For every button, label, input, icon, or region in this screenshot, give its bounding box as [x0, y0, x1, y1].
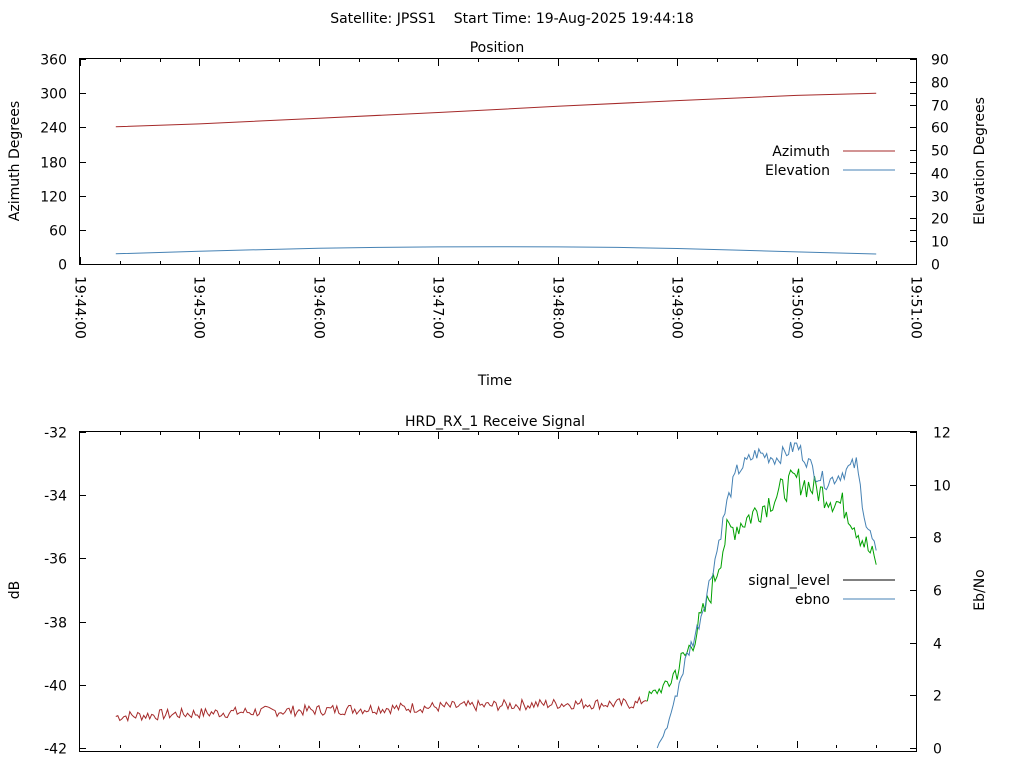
series-line-signal-level — [115, 695, 648, 723]
position-xtick-label-1: 19:45:00 — [191, 276, 207, 339]
position-xtick-label-7: 19:51:00 — [908, 276, 924, 339]
position-y2tick-label-3: 30 — [931, 190, 949, 206]
legend-label-ebno: ebno — [795, 592, 830, 608]
position-y2label: Elevation Degrees — [972, 97, 988, 225]
series-line-signal-level — [646, 468, 877, 702]
signal-ytick-label-3: -36 — [44, 552, 67, 568]
position-y2tick-label-0: 0 — [931, 258, 940, 274]
signal-ytick-label-2: -38 — [44, 616, 67, 632]
signal-ytick-label-0: -42 — [44, 742, 67, 758]
position-ytick-label-5: 300 — [40, 87, 67, 103]
position-ytick-label-0: 0 — [58, 258, 67, 274]
position-ytick-label-4: 240 — [40, 121, 67, 137]
signal-y2tick-label-1: 2 — [933, 689, 942, 705]
position-ytick-label-6: 360 — [40, 53, 67, 69]
position-ytick-label-2: 120 — [40, 190, 67, 206]
signal-chart: HRD_RX_1 Receive Signal -42-40-38-36-34-… — [7, 414, 988, 758]
legend-label-azimuth: Azimuth — [772, 144, 830, 160]
signal-series — [115, 441, 877, 749]
position-y2tick-label-4: 40 — [931, 167, 949, 183]
series-line-azimuth — [115, 92, 877, 128]
legend-label-signal-level: signal_level — [748, 573, 830, 589]
position-xtick-label-5: 19:49:00 — [669, 276, 685, 339]
signal-y2tick-label-0: 0 — [933, 742, 942, 758]
series-line-elevation — [115, 246, 877, 255]
position-y2tick-label-7: 70 — [931, 99, 949, 115]
position-xtick-label-0: 19:44:00 — [72, 276, 88, 339]
position-legend: Azimuth Elevation — [765, 144, 895, 179]
position-y2tick-label-6: 60 — [931, 121, 949, 137]
series-line-ebno — [656, 441, 877, 749]
signal-legend: signal_level ebno — [748, 573, 895, 608]
signal-ytick-label-1: -40 — [44, 679, 67, 695]
position-series — [115, 92, 877, 255]
legend-label-elevation: Elevation — [765, 163, 830, 179]
position-y2tick-label-1: 10 — [931, 235, 949, 251]
position-y-axis: 0 60 120 180 240 300 360 — [40, 53, 916, 274]
position-ylabel: Azimuth Degrees — [7, 101, 23, 221]
signal-y2label: Eb/No — [972, 569, 988, 611]
position-x-axis: 19:44:00 19:45:00 19:46:00 19:47:00 19:48:00… — [72, 59, 924, 339]
signal-y2tick-label-3: 6 — [933, 584, 942, 600]
signal-ytick-label-5: -32 — [44, 426, 67, 442]
position-ytick-label-3: 180 — [40, 156, 67, 172]
position-y2tick-label-2: 20 — [931, 212, 949, 228]
signal-y2tick-label-6: 12 — [933, 426, 951, 442]
signal-y2tick-label-4: 8 — [933, 531, 942, 547]
signal-plot-frame — [79, 431, 917, 752]
position-y2tick-label-5: 50 — [931, 144, 949, 160]
position-xtick-label-4: 19:48:00 — [550, 276, 566, 339]
position-y2tick-label-9: 90 — [931, 53, 949, 69]
signal-x-axis — [120, 432, 877, 748]
signal-y2tick-label-5: 10 — [933, 479, 951, 495]
signal-ylabel: dB — [7, 581, 23, 600]
position-xtick-label-3: 19:47:00 — [430, 276, 446, 339]
position-chart: Position 0 60 120 180 240 300 360 0 10 20 30 40 50 6… — [7, 40, 988, 389]
position-ytick-label-1: 60 — [49, 224, 67, 240]
signal-ytick-label-4: -34 — [44, 489, 67, 505]
signal-y2tick-label-2: 4 — [933, 637, 942, 653]
signal-y2-axis: 0 2 4 6 8 10 12 — [910, 426, 951, 758]
position-y2tick-label-8: 80 — [931, 76, 949, 92]
position-xtick-label-2: 19:46:00 — [311, 276, 327, 339]
position-xtick-label-6: 19:50:00 — [789, 276, 805, 339]
chart-header-title: Satellite: JPSS1 Start Time: 19-Aug-2025… — [330, 11, 694, 27]
position-title: Position — [470, 40, 525, 56]
position-plot-frame — [79, 58, 917, 265]
signal-y-axis: -42 -40 -38 -36 -34 -32 — [44, 426, 86, 758]
position-y2-axis: 0 10 20 30 40 50 60 70 80 90 — [910, 53, 949, 274]
position-xlabel: Time — [477, 373, 512, 389]
signal-title: HRD_RX_1 Receive Signal — [405, 414, 585, 430]
